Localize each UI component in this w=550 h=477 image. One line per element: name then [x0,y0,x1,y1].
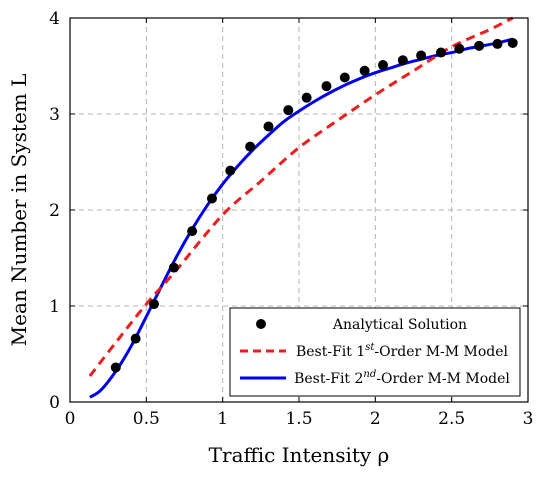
legend-label-analytical: Analytical Solution [332,317,467,333]
x-tick-label: 2.5 [438,409,465,429]
legend-box [229,307,521,397]
y-tick-label: 2 [49,201,60,221]
x-tick-label: 1.5 [285,409,312,429]
data-point [130,333,141,344]
data-point [359,65,370,76]
data-point [435,47,446,58]
y-tick-label: 1 [49,297,60,317]
x-tick-label: 0 [65,409,76,429]
y-tick-label: 0 [49,393,60,413]
data-point [283,105,294,116]
x-tick-label: 0.5 [133,409,160,429]
data-point [206,193,217,204]
data-point [187,226,198,237]
x-tick-label: 2 [370,409,381,429]
y-tick-label: 3 [49,105,60,125]
legend-marker-analytical [256,319,266,329]
data-point [339,72,350,83]
data-point [148,299,159,310]
data-point [416,50,427,61]
legend-label-2nd-order: Best-Fit 2nd-Order M-M Model [294,369,510,387]
data-point [301,92,312,103]
y-axis-title: Mean Number in System L [7,74,31,347]
y-tick-label: 4 [49,9,60,29]
data-point [168,262,179,273]
x-axis-title: Traffic Intensity ρ [209,443,390,467]
x-tick-label: 3 [523,409,534,429]
data-point [321,81,332,92]
data-point [245,141,256,152]
data-point [507,37,518,48]
data-point [110,362,121,373]
x-tick-label: 1 [217,409,228,429]
legend-label-1st-order: Best-Fit 1st-Order M-M Model [296,342,509,360]
data-point [377,60,388,71]
data-point [474,40,485,51]
data-point [492,38,503,49]
data-point [225,165,236,176]
series-line-1st-order [88,16,514,377]
plot-frame [69,17,529,403]
data-point [263,121,274,132]
data-point [397,55,408,66]
data-point [454,43,465,54]
